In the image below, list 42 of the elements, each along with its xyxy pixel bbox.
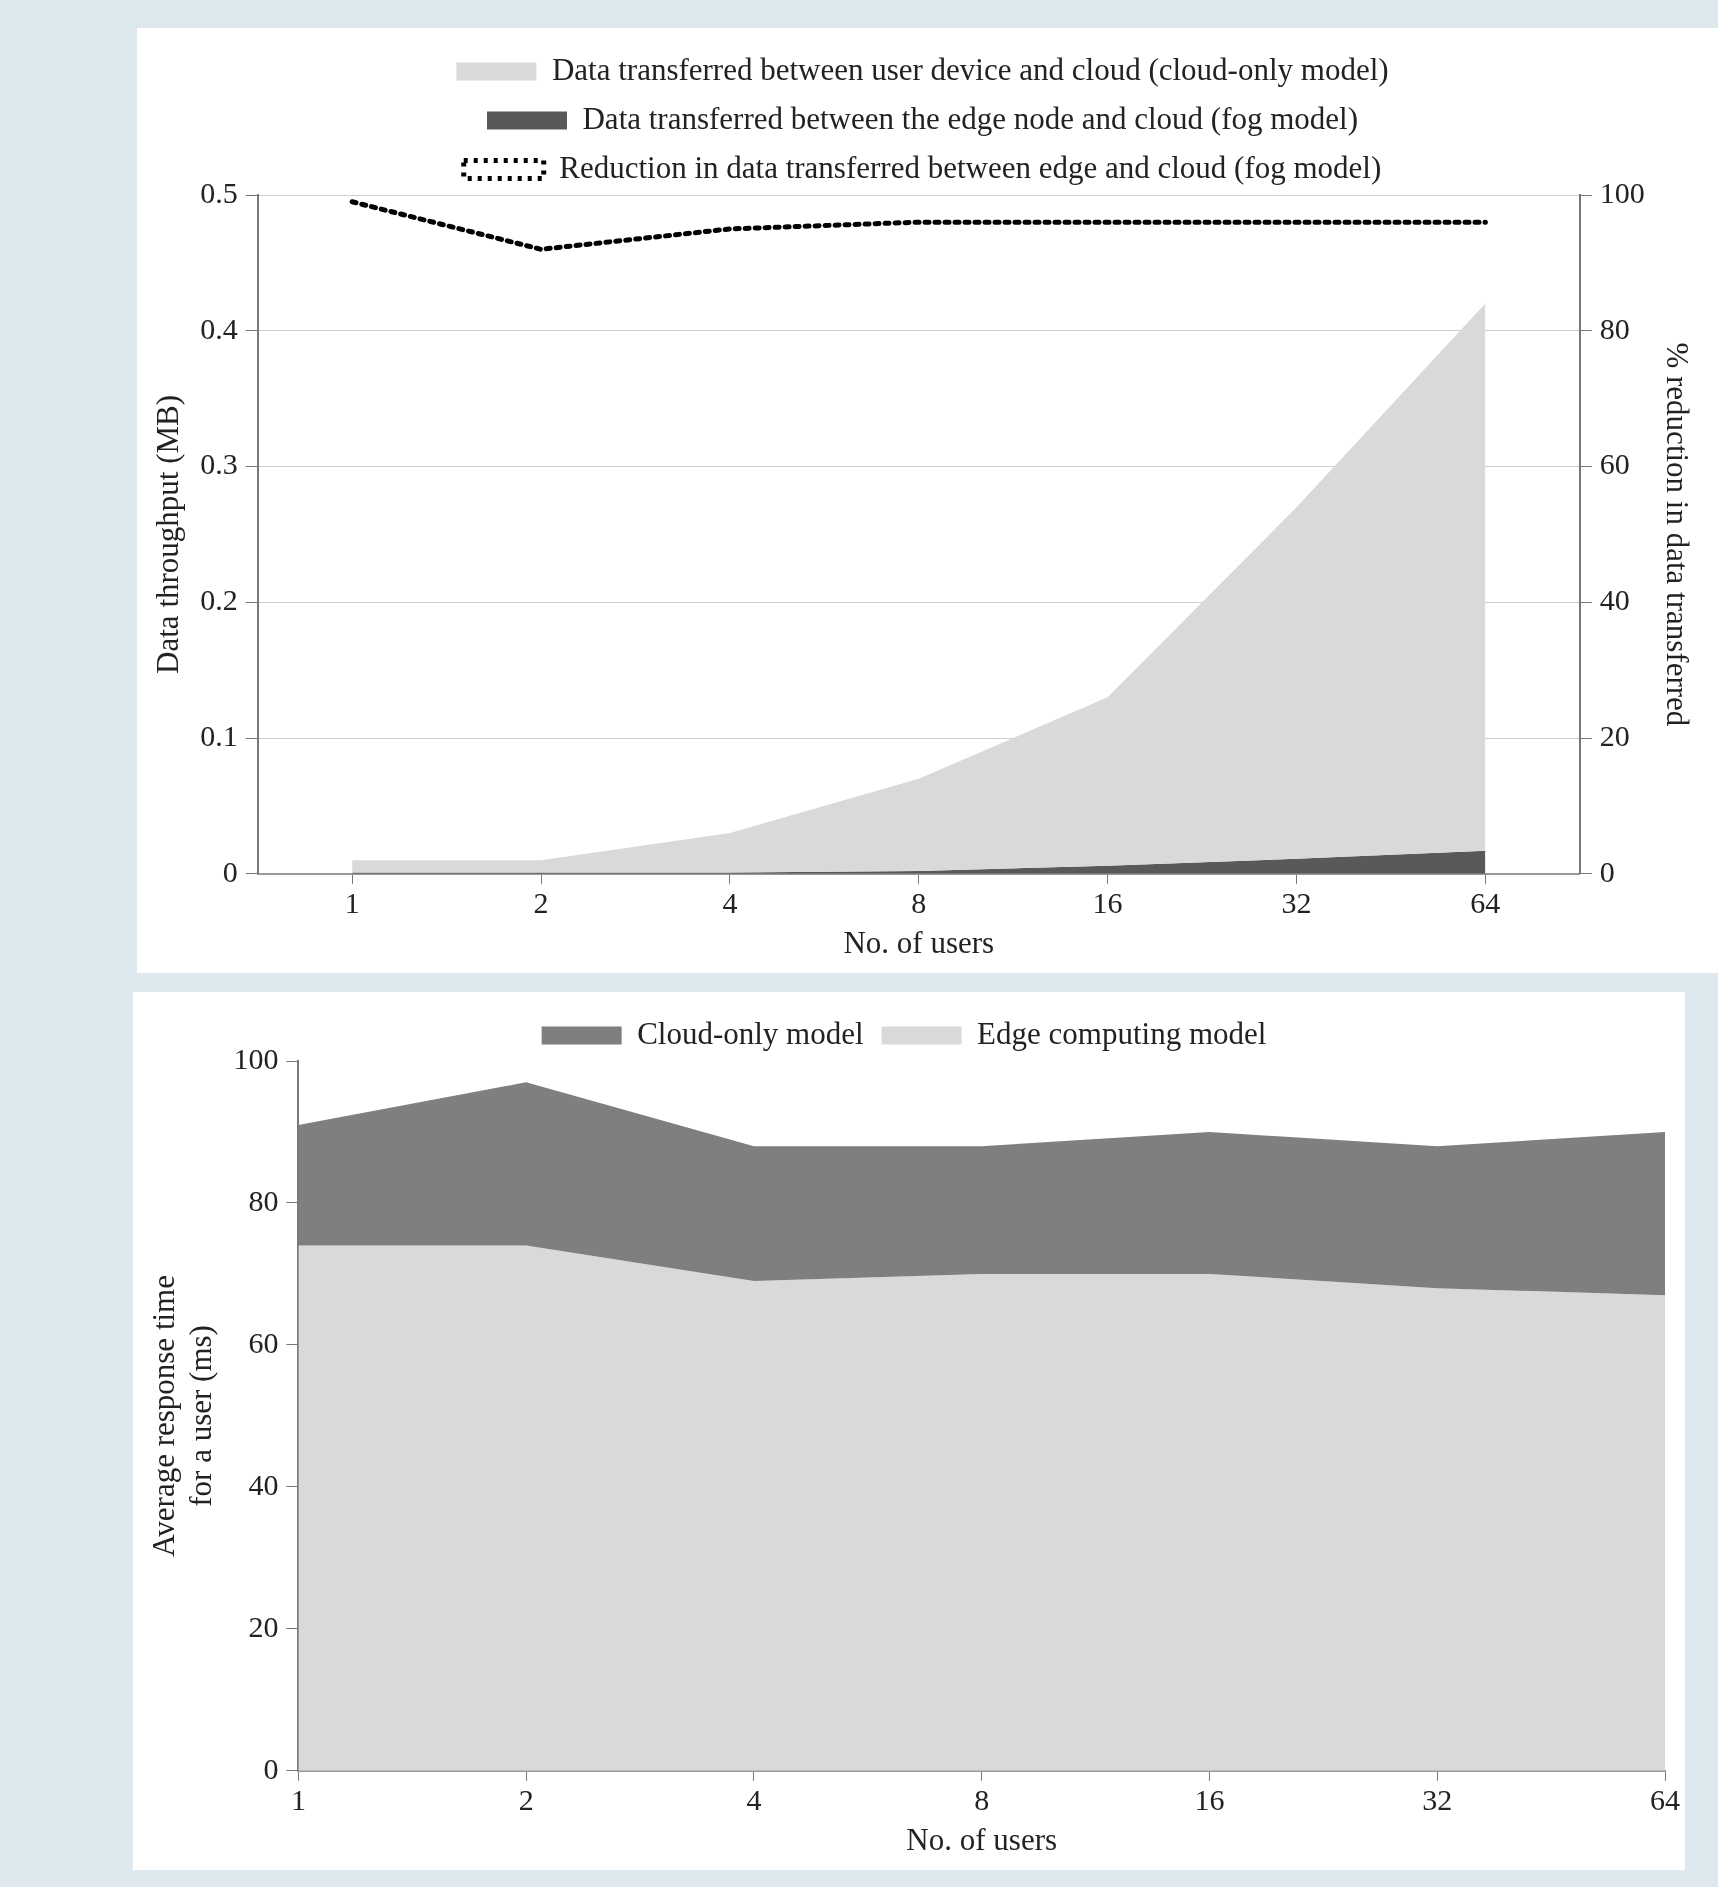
- x-tick-label: 64: [1470, 885, 1501, 919]
- y-tick-label: 0: [263, 1751, 279, 1785]
- y-axis-title: Data throughput (MB): [149, 394, 185, 674]
- x-tick-label: 1: [344, 885, 360, 919]
- x-tick-label: 8: [911, 885, 927, 919]
- x-tick-label: 32: [1281, 885, 1312, 919]
- y2-tick-label: 40: [1599, 583, 1630, 617]
- legend-label: Data transferred between the edge node and cloud (fog model): [582, 100, 1359, 136]
- y-tick-label: 0.4: [200, 311, 238, 345]
- x-tick-label: 4: [722, 885, 738, 919]
- x-tick-label: 16: [1194, 1782, 1225, 1816]
- legend-label: Reduction in data transferred between edge and cloud (fog model): [559, 149, 1382, 185]
- y-tick-label: 0.3: [200, 447, 238, 481]
- y-tick-label: 80: [248, 1183, 279, 1217]
- legend-label: Edge computing model: [977, 1015, 1267, 1051]
- x-tick-label: 16: [1092, 885, 1123, 919]
- y-tick-label: 0: [222, 854, 238, 888]
- y-tick-label: 60: [248, 1325, 279, 1359]
- x-axis-title: No. of users: [843, 924, 995, 960]
- y2-tick-label: 20: [1599, 718, 1630, 752]
- y-tick-label: 40: [248, 1467, 279, 1501]
- y2-tick-label: 100: [1599, 175, 1645, 209]
- x-tick-label: 2: [518, 1782, 534, 1816]
- x-tick-label: 32: [1422, 1782, 1453, 1816]
- y2-tick-label: 0: [1599, 854, 1615, 888]
- y-tick-label: 100: [233, 1041, 279, 1075]
- legend-label: Data transferred between user device and cloud (cloud-only model): [551, 51, 1389, 87]
- y-axis-title: Average response time for a user (ms): [145, 1275, 218, 1557]
- y-tick-label: 0.5: [200, 175, 238, 209]
- legend-label: Cloud-only model: [637, 1015, 864, 1051]
- x-tick-label: 8: [974, 1782, 990, 1816]
- x-tick-label: 1: [290, 1782, 306, 1816]
- y-tick-label: 0.1: [200, 718, 238, 752]
- y-tick-label: 20: [248, 1609, 279, 1643]
- x-tick-label: 4: [746, 1782, 762, 1816]
- x-tick-label: 2: [533, 885, 549, 919]
- y2-axis-title: % reduction in data transferred: [1660, 342, 1696, 727]
- x-axis-title: No. of users: [906, 1821, 1058, 1857]
- y-tick-label: 0.2: [200, 583, 238, 617]
- y2-tick-label: 80: [1599, 311, 1630, 345]
- x-tick-label: 64: [1650, 1782, 1680, 1816]
- y2-tick-label: 60: [1599, 447, 1630, 481]
